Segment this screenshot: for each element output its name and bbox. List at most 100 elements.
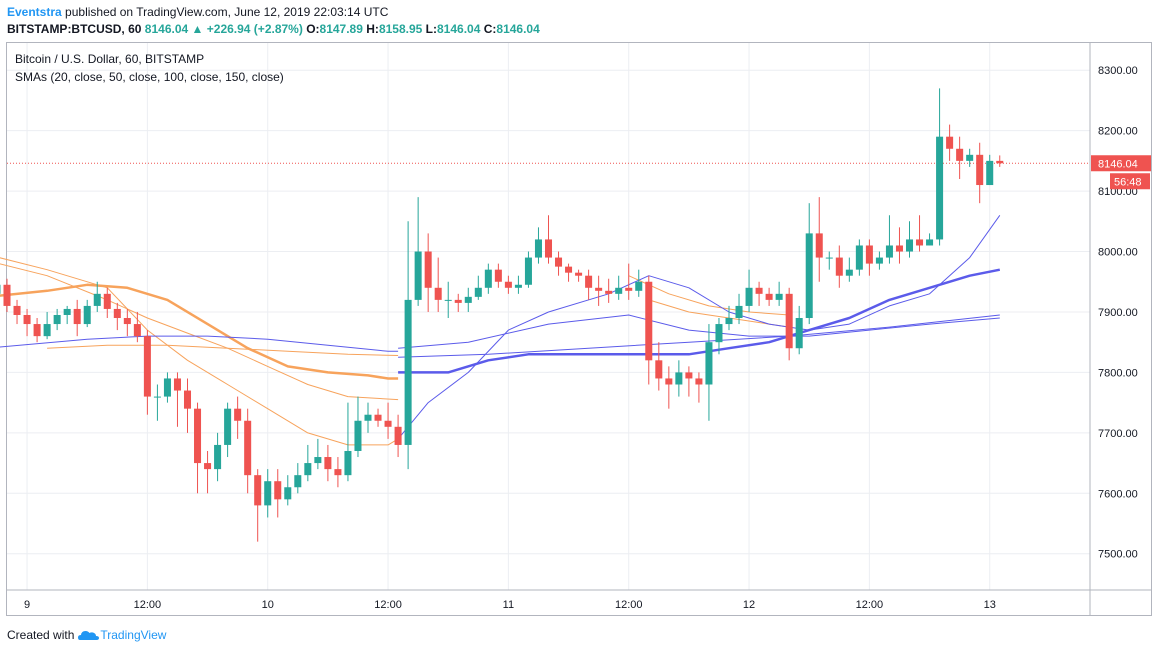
candle-body: [113, 308, 121, 319]
candle: [394, 414, 402, 458]
candle-body: [665, 378, 673, 385]
candle: [735, 293, 743, 325]
y-tick-label: 7800.00: [1098, 367, 1138, 379]
publication-header: Eventstra published on TradingView.com, …: [7, 5, 388, 19]
footer: Created with TradingView: [7, 628, 166, 642]
candle: [835, 245, 843, 288]
candle-body: [885, 245, 893, 258]
candle: [875, 251, 883, 270]
candle: [615, 275, 623, 300]
candle: [284, 475, 292, 506]
candle-body: [444, 299, 452, 301]
tradingview-cloud-icon: [78, 631, 100, 640]
candle: [93, 281, 101, 312]
symbol-label: BITSTAMP:BTCUSD, 60: [7, 22, 142, 36]
candle: [815, 197, 823, 282]
candle: [133, 311, 141, 343]
candle-body: [484, 269, 492, 288]
candle: [986, 154, 994, 186]
y-tick-label: 8300.00: [1098, 65, 1138, 77]
candle-body: [153, 396, 161, 398]
candle: [595, 275, 603, 306]
candle-body: [635, 281, 643, 291]
change-up-icon: ▲: [191, 22, 204, 36]
candle-body: [956, 148, 964, 161]
open-value: 8147.89: [319, 22, 363, 36]
candle: [43, 311, 51, 340]
candle-body: [966, 154, 974, 161]
candle: [374, 408, 382, 427]
candle-body: [394, 426, 402, 445]
candle: [544, 215, 553, 264]
candle: [885, 215, 893, 264]
candle-body: [143, 336, 151, 397]
candle-body: [544, 239, 553, 258]
y-tick-label: 8200.00: [1098, 126, 1138, 138]
candle-body: [73, 308, 81, 325]
candle: [103, 287, 111, 319]
candle: [785, 287, 793, 361]
candle-body: [655, 360, 663, 379]
candle: [524, 251, 532, 288]
last-price: 8146.04: [144, 22, 189, 36]
x-tick-label: 13: [984, 599, 996, 611]
candle: [454, 293, 462, 312]
x-tick-label: 9: [24, 599, 30, 611]
candle-body: [715, 324, 723, 343]
candle-body: [374, 414, 382, 421]
candle-body: [13, 305, 21, 315]
chart-frame: [6, 42, 1152, 616]
chart-title: Bitcoin / U.S. Dollar, 60, BITSTAMP: [15, 52, 205, 66]
candle-body: [805, 233, 813, 319]
candle: [895, 227, 903, 264]
candle-body: [504, 281, 512, 288]
author-link[interactable]: Eventstra: [7, 5, 62, 19]
candle-body: [795, 318, 803, 349]
candle: [123, 308, 131, 337]
published-text: published on TradingView.com, June 12, 2…: [65, 5, 389, 19]
sma-line: [397, 215, 1001, 440]
candle-body: [916, 239, 924, 246]
candle-body: [936, 136, 944, 240]
price-label: 8146.04: [1098, 158, 1138, 170]
candle: [494, 263, 502, 288]
candle: [605, 278, 613, 303]
candle: [976, 142, 984, 204]
indicator-legend: SMAs (20, close, 50, close, 100, close, …: [15, 70, 284, 84]
candle-body: [986, 160, 994, 186]
candle-body: [294, 475, 302, 488]
candle-body: [244, 420, 252, 476]
candle-body: [344, 450, 352, 476]
candle: [444, 281, 452, 319]
symbol-header: BITSTAMP:BTCUSD, 60 8146.04 ▲ +226.94 (+…: [7, 22, 540, 36]
candle-body: [304, 463, 312, 476]
candle-body: [815, 233, 823, 258]
candle: [63, 305, 71, 325]
close-label: C:: [483, 22, 497, 36]
y-tick-label: 7600.00: [1098, 488, 1138, 500]
candle: [996, 155, 1004, 167]
candle: [304, 444, 312, 482]
sma-line: [0, 335, 399, 352]
candle-body: [314, 457, 322, 464]
candle: [3, 278, 11, 312]
candle-body: [254, 475, 262, 506]
x-tick-label: 12: [743, 599, 755, 611]
candle-body: [274, 481, 282, 500]
countdown-label: 56:48: [1114, 176, 1142, 188]
candle: [695, 372, 703, 403]
candle: [364, 402, 372, 433]
sma-line: [628, 275, 790, 316]
candle: [244, 408, 252, 494]
tradingview-logo[interactable]: TradingView: [78, 628, 166, 642]
sma-line: [0, 263, 399, 401]
candle: [23, 308, 31, 337]
candle: [314, 438, 322, 470]
candle: [956, 136, 964, 179]
candle-body: [284, 487, 292, 500]
candle: [183, 378, 192, 433]
tradingview-brand: TradingView: [100, 628, 167, 642]
candle-body: [835, 257, 843, 276]
candle-body: [204, 463, 212, 470]
